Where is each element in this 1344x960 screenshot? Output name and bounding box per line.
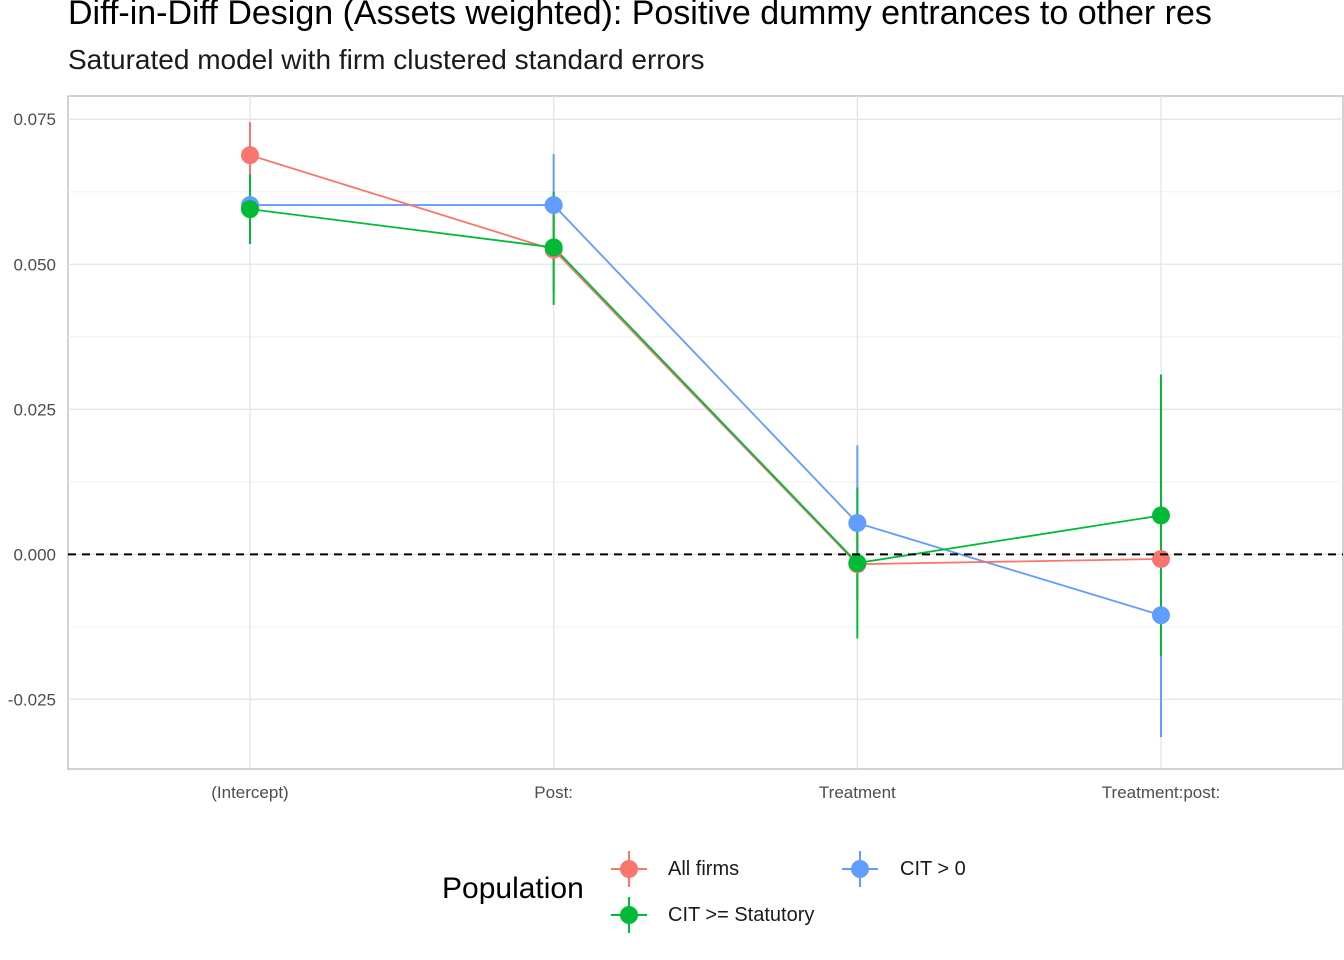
x-tick-label: (Intercept) xyxy=(211,783,288,802)
x-tick-label: Treatment xyxy=(819,783,896,802)
y-tick-label: -0.025 xyxy=(8,690,56,709)
plot-panel xyxy=(67,95,1344,770)
legend-label-all-firms: All firms xyxy=(668,858,740,880)
data-point-cit-0 xyxy=(848,514,867,533)
data-point-cit-statutory xyxy=(848,554,867,573)
series-line-cit-statutory xyxy=(249,208,1162,565)
series-line-cit-0 xyxy=(250,204,1162,617)
chart-title: Diff-in-Diff Design (Assets weighted): P… xyxy=(68,0,1212,32)
legend-label-cit-positive: CIT > 0 xyxy=(900,858,966,880)
data-point-all-firms xyxy=(1152,549,1170,568)
series-line-all-firms xyxy=(249,154,1162,566)
data-point-cit-statutory xyxy=(1152,506,1170,525)
data-point-cit-statutory xyxy=(241,200,259,219)
data-point-cit-0 xyxy=(1152,606,1170,625)
y-tick-label: 0.025 xyxy=(13,400,56,419)
y-tick-label: 0.075 xyxy=(13,110,56,129)
data-point-all-firms xyxy=(241,146,259,165)
y-tick-label: 0.050 xyxy=(13,255,56,274)
chart-subtitle: Saturated model with firm clustered stan… xyxy=(68,44,705,75)
data-point-cit-statutory xyxy=(544,238,563,257)
legend-title: Population xyxy=(442,872,584,905)
legend-label-cit-statutory: CIT >= Statutory xyxy=(668,904,815,926)
x-tick-label: Post: xyxy=(534,783,573,802)
x-tick-label: Treatment:post: xyxy=(1102,783,1220,802)
data-point-cit-0 xyxy=(544,196,563,215)
y-tick-label: 0.000 xyxy=(13,545,56,564)
